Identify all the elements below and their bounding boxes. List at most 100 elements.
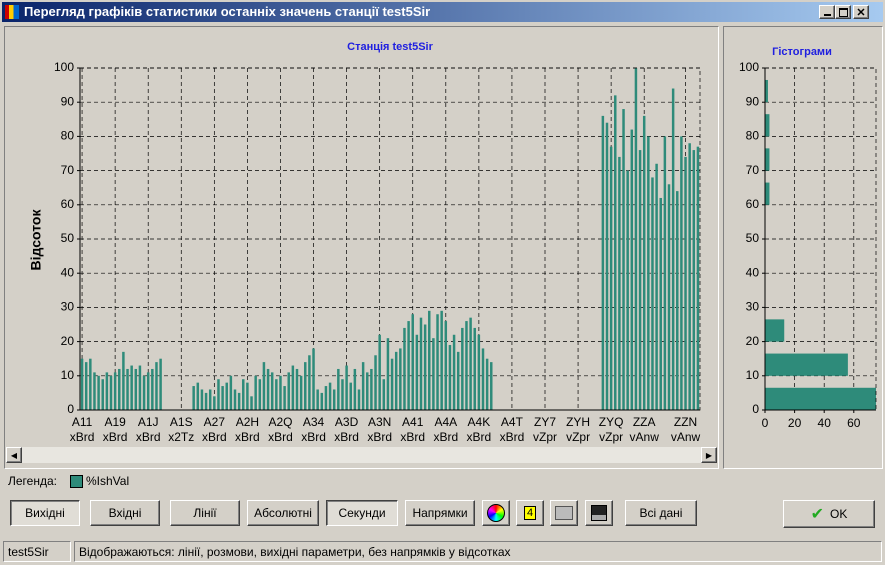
bar bbox=[601, 115, 605, 410]
bar bbox=[473, 327, 476, 410]
bar bbox=[370, 368, 373, 410]
x-tick-label: ZYQ vZpr bbox=[598, 415, 624, 444]
histogram-bar bbox=[765, 148, 770, 171]
bar bbox=[618, 156, 621, 410]
bar bbox=[655, 163, 658, 410]
bar bbox=[481, 348, 485, 410]
save-button[interactable] bbox=[585, 500, 613, 526]
histogram-bar bbox=[765, 182, 770, 205]
bar bbox=[349, 382, 352, 410]
bar bbox=[122, 351, 125, 410]
y-tick-label: 50 bbox=[746, 231, 760, 245]
y-tick-label: 60 bbox=[61, 197, 75, 211]
print-button[interactable] bbox=[550, 500, 578, 526]
bar bbox=[118, 368, 121, 410]
bar bbox=[642, 115, 646, 410]
color-button[interactable] bbox=[482, 500, 510, 526]
button[interactable]: Вхідні bbox=[90, 500, 160, 526]
bar bbox=[89, 358, 92, 410]
bar bbox=[684, 156, 687, 410]
y-axis-label: Відсоток bbox=[28, 209, 44, 271]
y-tick-label: 90 bbox=[746, 94, 760, 108]
y-tick-label: 100 bbox=[739, 60, 759, 74]
bar bbox=[357, 389, 361, 410]
bar bbox=[638, 150, 642, 410]
bar bbox=[250, 396, 253, 410]
bar bbox=[80, 358, 84, 410]
print-button-icon bbox=[555, 506, 573, 520]
button[interactable]: Лінії bbox=[170, 500, 240, 526]
bar bbox=[196, 382, 200, 410]
button[interactable]: ✔ OK bbox=[783, 500, 875, 528]
bar bbox=[428, 310, 431, 410]
bar bbox=[630, 129, 634, 410]
x-tick-label: A3N xBrd bbox=[367, 415, 392, 444]
bar bbox=[146, 372, 150, 410]
y-tick-label: 20 bbox=[746, 334, 760, 348]
x-tick-label: ZY7 vZpr bbox=[533, 415, 557, 444]
bar bbox=[225, 382, 228, 410]
bar bbox=[461, 327, 464, 410]
bar bbox=[258, 379, 262, 410]
button[interactable]: Вихідні bbox=[10, 500, 80, 526]
bar bbox=[93, 372, 96, 410]
button[interactable]: Секунди bbox=[326, 500, 398, 526]
x-tick-label: A4T xBrd bbox=[499, 415, 525, 444]
title-bar bbox=[2, 2, 883, 22]
legend-entry: %IshVal bbox=[86, 474, 130, 488]
scroll-left[interactable]: ◀ bbox=[6, 447, 22, 463]
bar bbox=[659, 197, 662, 410]
x-tick-label: A27 xBrd bbox=[201, 415, 227, 444]
button-label: Вихідні bbox=[25, 506, 65, 520]
y-tick-label: 90 bbox=[61, 94, 75, 108]
button-label: 4 bbox=[523, 506, 537, 520]
y-tick-label: 40 bbox=[61, 265, 75, 279]
bar bbox=[246, 382, 249, 410]
bar bbox=[84, 362, 88, 410]
button[interactable]: Абсолютні bbox=[247, 500, 319, 526]
histogram-bar bbox=[765, 387, 876, 410]
button-label: OK bbox=[830, 507, 848, 521]
button[interactable]: Всі дані bbox=[625, 500, 697, 526]
save-button-icon bbox=[591, 505, 607, 521]
close-button[interactable]: ✕ bbox=[853, 5, 869, 19]
bar bbox=[337, 368, 340, 410]
y-tick-label: 10 bbox=[61, 368, 75, 382]
button[interactable]: 4 bbox=[516, 500, 544, 526]
x-tick-label: 40 bbox=[818, 416, 832, 430]
y-tick-label: 80 bbox=[746, 129, 760, 143]
minimize-button[interactable] bbox=[819, 5, 835, 19]
bar bbox=[229, 375, 233, 410]
scroll-right[interactable]: ▶ bbox=[701, 447, 717, 463]
histogram-bar bbox=[765, 114, 770, 137]
button-label: Всі дані bbox=[639, 506, 683, 520]
bar bbox=[316, 389, 319, 410]
bar bbox=[109, 375, 113, 410]
bar bbox=[279, 375, 282, 410]
x-tick-label: A1J xBrd bbox=[135, 415, 161, 444]
bar bbox=[138, 365, 142, 410]
bar bbox=[696, 146, 700, 410]
y-tick-label: 80 bbox=[61, 129, 75, 143]
x-tick-label: A11 xBrd bbox=[69, 415, 95, 444]
bar bbox=[605, 122, 609, 410]
app-icon bbox=[5, 5, 19, 19]
bar bbox=[415, 334, 419, 410]
y-tick-label: 70 bbox=[61, 163, 75, 177]
bar bbox=[283, 386, 286, 410]
bar bbox=[155, 362, 158, 410]
x-tick-label: A2Q xBrd bbox=[268, 415, 293, 444]
bar bbox=[626, 170, 629, 410]
bar bbox=[254, 375, 257, 410]
bar bbox=[407, 321, 410, 410]
scrollbar[interactable] bbox=[6, 447, 717, 463]
button[interactable]: Напрямки bbox=[405, 500, 475, 526]
chart-panel bbox=[4, 26, 719, 469]
button-label: Лінії bbox=[193, 506, 217, 520]
bar bbox=[403, 327, 406, 410]
bar bbox=[151, 368, 154, 410]
bar bbox=[304, 362, 307, 410]
maximize-button[interactable] bbox=[835, 5, 851, 19]
y-tick-label: 70 bbox=[746, 163, 760, 177]
